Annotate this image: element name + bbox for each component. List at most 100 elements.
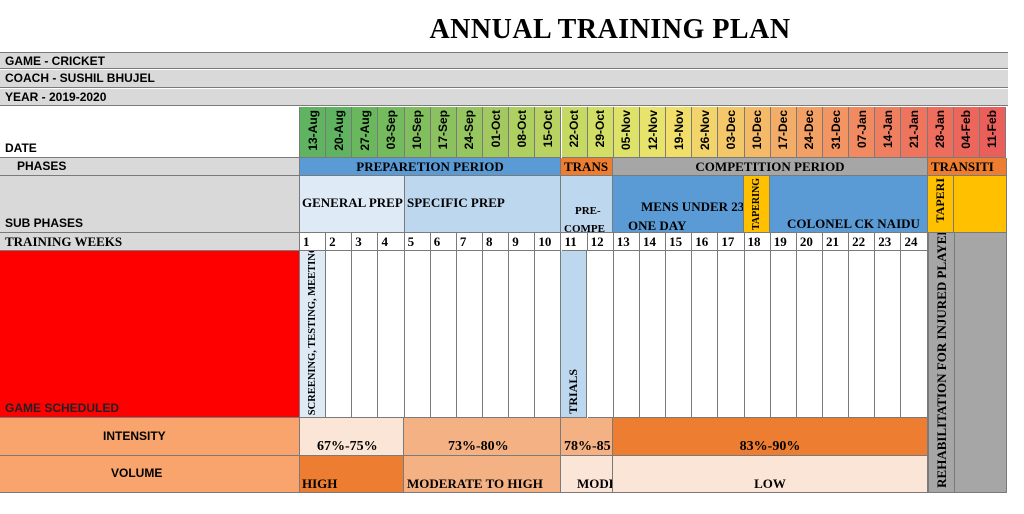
volume-general-value: HIGH: [302, 476, 338, 491]
date-label: 05-Nov: [619, 110, 634, 151]
subphase-mens-under-23: MENS UNDER 23 ONE DAY CRICKET: [613, 176, 744, 233]
week-number: 9: [509, 233, 536, 251]
page-title: ANNUAL TRAINING PLAN: [429, 14, 791, 45]
week-number: 21: [823, 233, 850, 251]
schedule-week-cell[interactable]: [875, 251, 902, 418]
info-band-coach: COACH - SUSHIL BHUJEL: [0, 70, 1008, 88]
volume-label: VOLUME: [111, 466, 163, 480]
schedule-week-cell[interactable]: [430, 251, 457, 418]
date-cell: 10-Sep: [404, 107, 431, 158]
game-scheduled-cell: GAME SCHEDULED: [0, 251, 300, 418]
date-cell: 03-Sep: [378, 107, 405, 158]
schedule-week-cell[interactable]: [692, 251, 719, 418]
week-number: 4: [378, 233, 405, 251]
phases-label-cell: PHASES: [0, 158, 300, 176]
schedule-week-cell[interactable]: [404, 251, 431, 418]
week-number: 17: [718, 233, 745, 251]
date-label: 01-Oct: [488, 110, 503, 148]
date-label: 13-Aug: [305, 110, 320, 151]
date-cell: 17-Sep: [430, 107, 457, 158]
date-cell: 13-Aug: [300, 107, 327, 158]
schedule-week-cell[interactable]: [378, 251, 405, 418]
sub-phases-label-cell: SUB PHASES: [0, 176, 300, 233]
schedule-week-cell[interactable]: [535, 251, 562, 418]
date-cell: 01-Oct: [483, 107, 510, 158]
info-band-game: GAME - CRICKET: [0, 52, 1008, 69]
schedule-week-cell[interactable]: [901, 251, 928, 418]
date-cell: 20-Aug: [326, 107, 353, 158]
week-number: 7: [456, 233, 484, 251]
week-number: 23: [875, 233, 902, 251]
date-label: 12-Nov: [645, 110, 660, 151]
week-number: 16: [692, 233, 719, 251]
date-cell: 31-Dec: [823, 107, 850, 158]
week-number: 12: [587, 233, 614, 251]
date-cell: 24-Sep: [456, 107, 484, 158]
subphase-mens-under-23-label: MENS UNDER 23 ONE DAY CRICKET: [628, 199, 744, 233]
training-weeks-label: TRAINING WEEKS: [5, 234, 123, 249]
phase-competition-label: COMPETITION PERIOD: [695, 159, 845, 174]
rehab-inner: REHABILITATION FOR INJURED PLAYERS: [929, 233, 955, 492]
schedule-week-cell[interactable]: [613, 251, 640, 418]
intensity-general: 67%-75%: [300, 418, 404, 456]
schedule-week-cell[interactable]: [770, 251, 797, 418]
date-label: 14-Jan: [880, 110, 895, 149]
date-label: 03-Sep: [384, 110, 398, 150]
date-cell: 29-Oct: [587, 107, 614, 158]
schedule-week-cell[interactable]: [456, 251, 484, 418]
volume-precomp: MODE RATE: [561, 456, 613, 493]
date-cell: 04-Feb: [953, 107, 980, 158]
date-cell: 26-Nov: [692, 107, 719, 158]
schedule-week-cell[interactable]: [796, 251, 823, 418]
date-cell: 12-Nov: [639, 107, 667, 158]
intensity-precomp: 78%-85%: [561, 418, 613, 456]
date-cell: 21-Jan: [901, 107, 928, 158]
sub-phases-label: SUB PHASES: [5, 216, 84, 230]
subphase-ck-naidu: COLONEL CK NAIDU TOURNAMENT: [770, 176, 928, 233]
date-cell: 15-Oct: [535, 107, 562, 158]
volume-specific: MODERATE TO HIGH: [404, 456, 561, 493]
year-label: YEAR - 2019-2020: [5, 90, 107, 104]
schedule-week-cell[interactable]: [849, 251, 876, 418]
week-number: 18: [744, 233, 771, 251]
week-number: 3: [352, 233, 379, 251]
date-label: DATE: [5, 141, 37, 155]
date-cell: 07-Jan: [849, 107, 876, 158]
week-number: 2: [326, 233, 353, 251]
date-cell: 05-Nov: [613, 107, 640, 158]
intensity-label: INTENSITY: [103, 429, 166, 443]
schedule-week-cell[interactable]: [483, 251, 510, 418]
schedule-week-cell[interactable]: [823, 251, 850, 418]
week-number: 11: [561, 233, 588, 251]
schedule-week-cell[interactable]: [326, 251, 353, 418]
date-label: 07-Jan: [854, 110, 869, 149]
week-number: 19: [770, 233, 797, 251]
schedule-screening-label: SCREENING, TESTING, MEETING: [307, 251, 318, 415]
intensity-precomp-value: 78%-85%: [564, 439, 612, 454]
subphase-transition-fill: [954, 176, 1007, 233]
date-cell: 24-Dec: [796, 107, 823, 158]
schedule-week-cell[interactable]: [639, 251, 667, 418]
date-cell: 19-Nov: [666, 107, 693, 158]
date-label: 17-Sep: [436, 110, 451, 150]
subphase-taperi: TAPERI: [928, 176, 954, 233]
schedule-week-cell[interactable]: [352, 251, 379, 418]
week-number: 10: [535, 233, 562, 251]
schedule-week-cell[interactable]: [744, 251, 771, 418]
subphase-tapering: TAPERING: [744, 176, 770, 233]
week-number: 1: [300, 233, 327, 251]
schedule-rehab-label: REHABILITATION FOR INJURED PLAYERS: [933, 233, 949, 488]
schedule-week-cell[interactable]: [718, 251, 745, 418]
week-number: 13: [613, 233, 640, 251]
week-number: 22: [849, 233, 876, 251]
subphase-ck-naidu-label: COLONEL CK NAIDU TOURNAMENT: [787, 216, 920, 231]
schedule-week-cell[interactable]: [666, 251, 693, 418]
intensity-general-value: 67%-75%: [317, 439, 378, 454]
schedule-week-cell[interactable]: [509, 251, 536, 418]
date-cell: 27-Aug: [352, 107, 379, 158]
schedule-week-cell[interactable]: [587, 251, 614, 418]
date-label: 10-Sep: [410, 110, 425, 150]
date-cell: 22-Oct: [561, 107, 588, 158]
date-label: 24-Dec: [802, 110, 817, 150]
subphase-taperi-label: TAPERI: [933, 178, 947, 223]
